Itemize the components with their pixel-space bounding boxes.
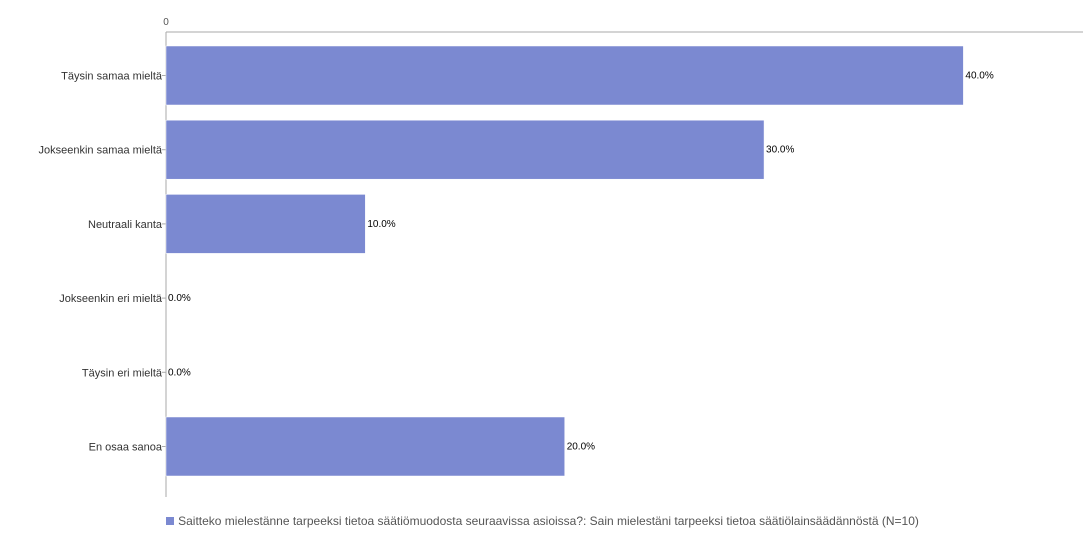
data-label: 0.0% bbox=[168, 293, 191, 304]
category-label: Neutraali kanta bbox=[88, 219, 163, 231]
category-label: Jokseenkin eri mieltä bbox=[59, 293, 163, 305]
category-label: Jokseenkin samaa mieltä bbox=[38, 145, 162, 157]
bar bbox=[165, 45, 964, 106]
data-label: 40.0% bbox=[965, 71, 993, 82]
data-label: 20.0% bbox=[567, 442, 595, 453]
category-label: En osaa sanoa bbox=[89, 442, 163, 454]
chart-bars bbox=[165, 45, 964, 477]
chart-labels: Täysin samaa mieltä 40.0% Jokseenkin samaa… bbox=[38, 71, 993, 454]
legend: Saitteko mielestänne tarpeeksi tietoa sä… bbox=[0, 514, 1085, 528]
data-label: 0.0% bbox=[168, 367, 191, 378]
bar-chart-svg: 0 Täysin samaa mieltä 40.0% Jokseenkin sam… bbox=[38, 17, 1083, 497]
x-tick-label: 0 bbox=[163, 17, 169, 28]
legend-label: Saitteko mielestänne tarpeeksi tietoa sä… bbox=[178, 514, 919, 528]
data-label: 30.0% bbox=[766, 145, 794, 156]
legend-swatch bbox=[166, 517, 175, 525]
data-label: 10.0% bbox=[367, 219, 395, 230]
category-label: Täysin eri mieltä bbox=[82, 367, 163, 379]
bar bbox=[165, 119, 765, 180]
category-label: Täysin samaa mieltä bbox=[61, 71, 163, 83]
bar bbox=[165, 194, 366, 254]
bar bbox=[165, 416, 565, 477]
